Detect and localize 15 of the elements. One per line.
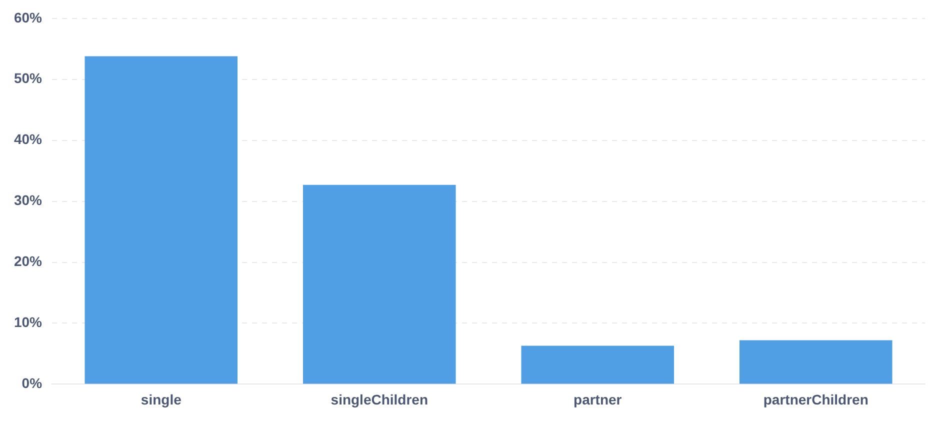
x-tick-label: partnerChildren [763,391,868,408]
x-tick-label: single [140,391,182,408]
x-tick-label: singleChildren [330,391,428,408]
bar [84,56,238,384]
bar [303,184,456,384]
y-tick-label: 30% [14,192,43,208]
bar [521,346,674,384]
y-tick-label: 50% [14,70,43,86]
y-tick-label: 40% [14,131,43,148]
y-tick-label: 20% [14,253,43,270]
bar [739,340,892,384]
y-tick-label: 60% [14,9,43,26]
x-tick-label: partner [574,391,622,408]
y-tick-label: 10% [14,314,43,330]
y-tick-label: 0% [22,375,43,392]
